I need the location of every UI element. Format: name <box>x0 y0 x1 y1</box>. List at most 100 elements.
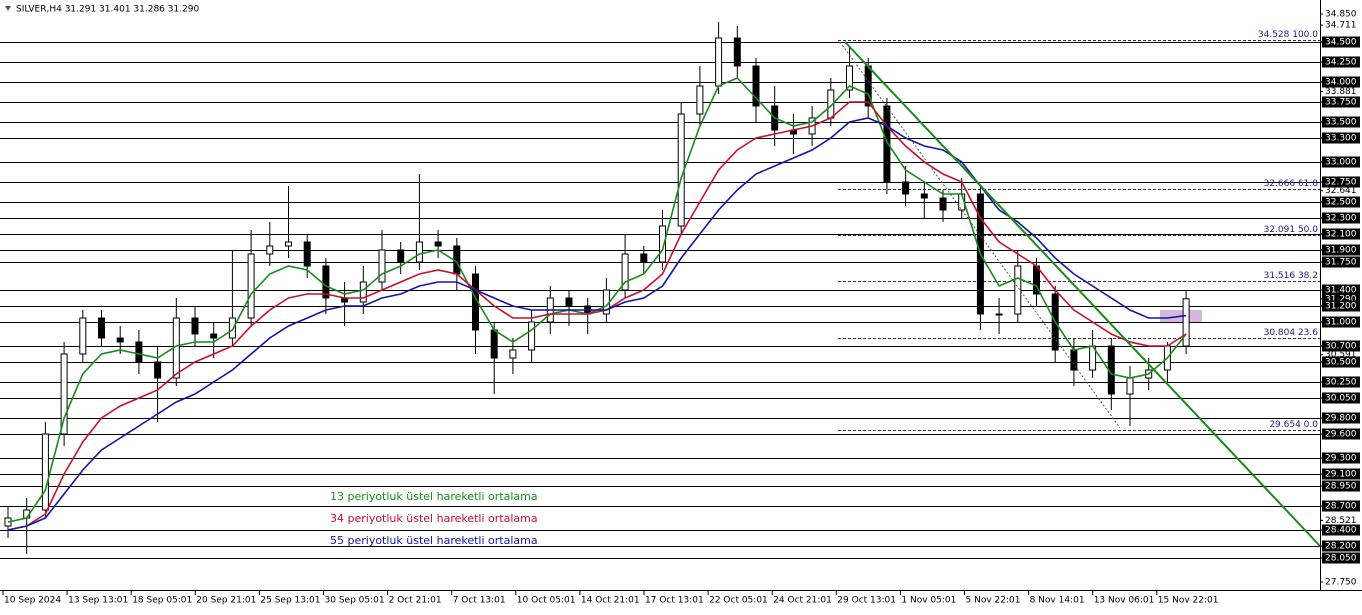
y-tick-box <box>1322 316 1360 328</box>
y-tick-box <box>1322 392 1360 404</box>
candle-body <box>378 249 386 283</box>
x-tick-label: 25 Sep 13:01 <box>260 596 320 606</box>
candle-body <box>397 249 405 263</box>
y-tick-box <box>1322 36 1360 48</box>
y-tick-box <box>1322 428 1360 440</box>
fib-label: 31.516 38.2 <box>1264 271 1318 281</box>
candle-body <box>303 241 311 267</box>
candle-body <box>1182 298 1190 347</box>
candle-body <box>285 241 292 247</box>
y-tick-label: 34.850 <box>1325 10 1357 20</box>
y-tick-label: 30.250 <box>1325 378 1357 388</box>
candle-body <box>715 37 723 87</box>
y-tick-label: 28.050 <box>1325 554 1357 564</box>
candle-body <box>247 253 255 319</box>
y-tick-box <box>1322 300 1360 312</box>
candle-body <box>902 181 910 195</box>
y-tick-box <box>1322 56 1360 68</box>
candle-body <box>659 225 666 263</box>
y-tick-label: 32.500 <box>1325 198 1357 208</box>
y-tick-label: 29.600 <box>1325 430 1357 440</box>
y-tick-label: 34.500 <box>1325 38 1357 48</box>
y-tick-label: 34.250 <box>1325 58 1357 68</box>
x-tick-label: 20 Sep 21:01 <box>196 596 256 606</box>
x-tick-label: 13 Nov 06:01 <box>1094 596 1155 606</box>
x-tick-label: 7 Oct 13:01 <box>453 596 506 606</box>
x-tick-label: 22 Oct 05:01 <box>709 596 768 606</box>
candle-body <box>135 341 143 363</box>
candle-body <box>995 313 1003 316</box>
candle-body <box>322 265 330 299</box>
fib-diagonal <box>839 41 1121 429</box>
y-tick-box <box>1322 256 1360 268</box>
candle-body <box>920 193 928 199</box>
y-tick-label: 28.400 <box>1325 526 1357 536</box>
y-tick-box <box>1322 228 1360 240</box>
y-tick-box <box>1322 500 1360 512</box>
y-tick-box <box>1322 412 1360 424</box>
ema-line <box>7 101 1187 531</box>
x-tick-label: 24 Oct 21:01 <box>773 596 832 606</box>
x-tick-label: 2 Oct 21:01 <box>389 596 442 606</box>
x-tick-label: 1 Nov 05:01 <box>901 596 956 606</box>
y-tick-box <box>1322 284 1360 296</box>
candle-body <box>565 297 573 307</box>
y-tick-label: 31.200 <box>1325 302 1357 312</box>
trend-line <box>844 41 1321 547</box>
y-tick-label: 28.200 <box>1325 542 1357 552</box>
candle-body <box>696 85 704 115</box>
y-tick-box <box>1322 540 1360 552</box>
x-tick-label: 30 Sep 05:01 <box>325 596 385 606</box>
y-tick-label: 32.100 <box>1325 230 1357 240</box>
fib-label: 32.666 61.8 <box>1264 179 1319 189</box>
y-tick-box <box>1322 212 1360 224</box>
y-tick-label: 33.750 <box>1325 98 1357 108</box>
candle-body <box>154 361 162 379</box>
legend-label: 55 periyotluk üstel hareketli ortalama <box>330 534 538 547</box>
candle-body <box>434 241 442 247</box>
y-tick-label: 28.700 <box>1325 502 1357 512</box>
y-tick-label: 29.100 <box>1325 470 1357 480</box>
x-tick-label: 10 Sep 2024 <box>4 596 61 606</box>
legend-label: 34 periyotluk üstel hareketli ortalama <box>330 512 538 525</box>
candle-body <box>210 333 218 339</box>
legend-label: 13 periyotluk üstel hareketli ortalama <box>330 490 538 503</box>
x-tick-label: 17 Oct 13:01 <box>645 596 704 606</box>
y-tick-label: 30.050 <box>1325 394 1357 404</box>
x-tick-label: 29 Oct 13:01 <box>837 596 896 606</box>
candle-body <box>415 241 423 263</box>
candle-body <box>752 65 760 107</box>
y-tick-box <box>1322 293 1360 305</box>
y-tick-label: 27.750 <box>1325 578 1357 588</box>
y-tick-box <box>1322 468 1360 480</box>
x-tick-label: 18 Sep 05:01 <box>132 596 192 606</box>
y-tick-label: 30.700 <box>1325 342 1357 352</box>
y-tick-box <box>1322 196 1360 208</box>
y-tick-box <box>1322 116 1360 128</box>
y-tick-label: 33.300 <box>1325 134 1357 144</box>
y-tick-box <box>1322 156 1360 168</box>
candle-body <box>621 253 629 291</box>
y-tick-box <box>1322 376 1360 388</box>
fib-label: 34.528 100.0 <box>1258 30 1318 40</box>
fib-label: 32.091 50.0 <box>1264 225 1319 235</box>
y-tick-box <box>1322 176 1360 188</box>
symbol-icon <box>5 6 11 11</box>
y-tick-label: 32.750 <box>1325 178 1357 188</box>
x-tick-label: 8 Nov 14:01 <box>1030 596 1085 606</box>
candle-body <box>509 349 517 359</box>
y-tick-label: 33.000 <box>1325 158 1357 168</box>
y-tick-label: 32.641 <box>1325 186 1357 196</box>
x-tick-label: 15 Nov 22:01 <box>1158 596 1219 606</box>
y-tick-label: 31.900 <box>1325 246 1357 256</box>
y-tick-label: 31.290 <box>1325 294 1357 304</box>
candle-body <box>359 281 367 303</box>
fib-label: 29.654 0.0 <box>1269 420 1318 430</box>
candle-body <box>1126 377 1134 395</box>
y-tick-box <box>1322 132 1360 144</box>
y-tick-box <box>1322 340 1360 352</box>
y-tick-box <box>1322 480 1360 492</box>
y-tick-label: 32.300 <box>1325 214 1357 224</box>
